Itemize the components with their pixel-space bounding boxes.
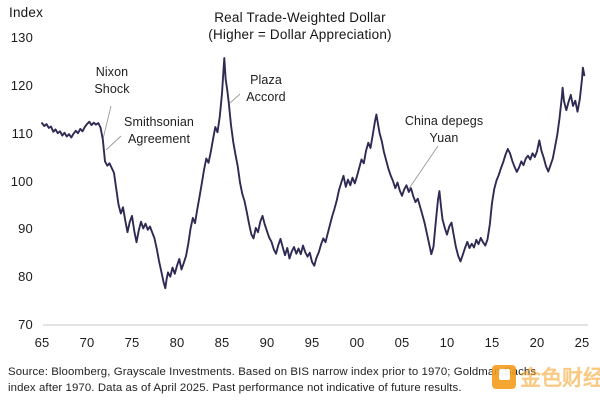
x-tick-label: 75	[124, 335, 140, 350]
callout-line-plaza-accord	[229, 93, 241, 104]
y-axis-title: Index	[9, 5, 44, 20]
x-tick-label: 00	[349, 335, 365, 350]
x-tick-label: 95	[304, 335, 320, 350]
x-tick-label: 10	[439, 335, 455, 350]
annotation-nixon-shock: Nixon Shock	[52, 64, 172, 98]
source-note-line2: index after 1970. Data as of April 2025.…	[8, 382, 462, 394]
y-tick-label: 110	[11, 125, 33, 141]
annotation-text: Smithsonian	[124, 115, 194, 129]
annotation-text: China depegs	[404, 114, 484, 128]
y-tick-label: 70	[18, 317, 33, 332]
callout-line-smithsonian-agreement	[105, 135, 122, 151]
y-tick-label: 100	[10, 173, 33, 189]
chart-title-line1: Real Trade-Weighted Dollar	[214, 10, 386, 25]
jinse-finance-logo-icon	[492, 365, 516, 389]
annotation-text: Yuan	[429, 131, 459, 145]
chart-title: Real Trade-Weighted Dollar (Higher = Dol…	[150, 9, 450, 43]
y-tick-label: 80	[18, 269, 33, 285]
annotation-china-depegs-yuan: China depegs Yuan	[384, 113, 504, 147]
source-note: Source: Bloomberg, Grayscale Investments…	[8, 364, 592, 396]
annotation-smithsonian-agreement: Smithsonian Agreement	[99, 114, 219, 148]
annotation-text: Plaza	[250, 73, 282, 87]
annotation-text: Nixon	[95, 65, 129, 79]
annotation-plaza-accord: Plaza Accord	[206, 72, 326, 106]
x-tick-label: 70	[79, 335, 95, 350]
source-note-line1: Source: Bloomberg, Grayscale Investments…	[8, 366, 537, 378]
watermark-text: 金色财经	[520, 367, 600, 390]
x-tick-label: 80	[169, 335, 185, 350]
x-tick-label: 15	[484, 335, 500, 350]
annotation-text: Accord	[246, 90, 286, 104]
y-tick-label: 130	[10, 30, 33, 45]
y-tick-label: 120	[10, 77, 33, 93]
x-tick-label: 90	[259, 335, 275, 350]
callout-line-china-depegs-yuan	[407, 145, 439, 191]
dollar-index-line	[41, 57, 586, 290]
watermark: 金色财经	[492, 359, 600, 395]
annotation-text: Shock	[94, 82, 130, 96]
y-tick-label: 90	[18, 221, 33, 237]
callout-line-nixon-shock	[102, 105, 112, 140]
x-tick-label: 65	[34, 335, 50, 350]
x-tick-label: 85	[214, 335, 230, 350]
x-tick-label: 25	[574, 335, 590, 350]
x-tick-label: 05	[394, 335, 410, 350]
chart-title-line2: (Higher = Dollar Appreciation)	[208, 27, 392, 42]
x-tick-label: 20	[529, 335, 545, 350]
annotation-text: Agreement	[127, 132, 191, 146]
